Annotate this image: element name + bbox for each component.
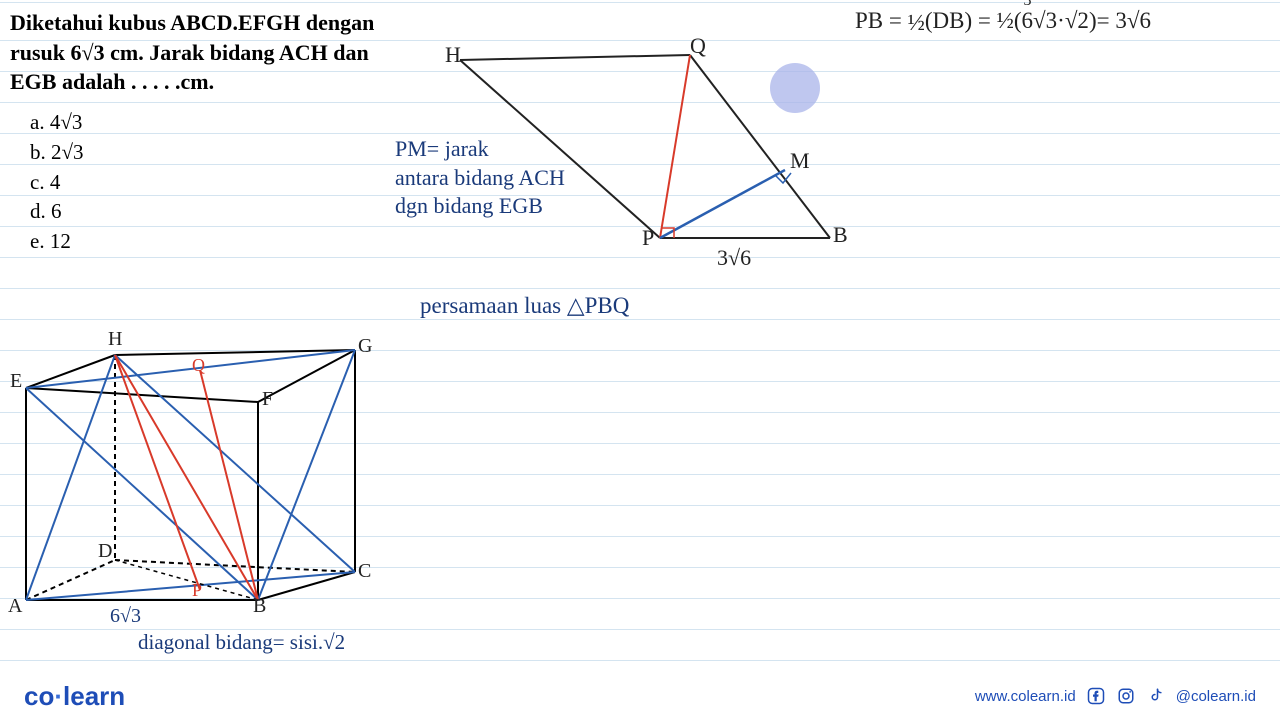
label-cube-a: A: [8, 595, 22, 618]
tiktok-icon: [1146, 686, 1166, 706]
label-cube-e: E: [10, 370, 22, 393]
footer-handle: @colearn.id: [1176, 688, 1256, 705]
label-diagonal: diagonal bidang= sisi.√2: [138, 630, 345, 655]
footer-right: www.colearn.id @colearn.id: [975, 686, 1256, 706]
label-cube-d: D: [98, 540, 112, 563]
cube-diagram: [26, 350, 355, 600]
instagram-icon: [1116, 686, 1136, 706]
label-cube-g: G: [358, 335, 372, 358]
cursor-indicator: [770, 63, 820, 113]
label-tri-m: M: [790, 148, 810, 174]
label-tri-356: 3√6: [717, 245, 751, 271]
label-tri-q: Q: [690, 33, 706, 59]
footer-bar: co·learn www.colearn.id @colearn.id: [0, 672, 1280, 720]
label-cube-f: F: [262, 388, 273, 411]
label-cube-c: C: [358, 560, 371, 583]
label-cube-p: P: [192, 580, 202, 601]
label-cube-q: Q: [192, 355, 205, 376]
label-cube-b: B: [253, 595, 266, 618]
label-tri-b: B: [833, 222, 848, 248]
label-tri-p: P: [642, 225, 654, 251]
label-tri-h: H: [445, 42, 461, 68]
brand-logo: co·learn: [24, 681, 125, 712]
facebook-icon: [1086, 686, 1106, 706]
footer-url: www.colearn.id: [975, 688, 1076, 705]
label-cube-h: H: [108, 328, 122, 351]
label-cube-edge: 6√3: [110, 605, 141, 628]
